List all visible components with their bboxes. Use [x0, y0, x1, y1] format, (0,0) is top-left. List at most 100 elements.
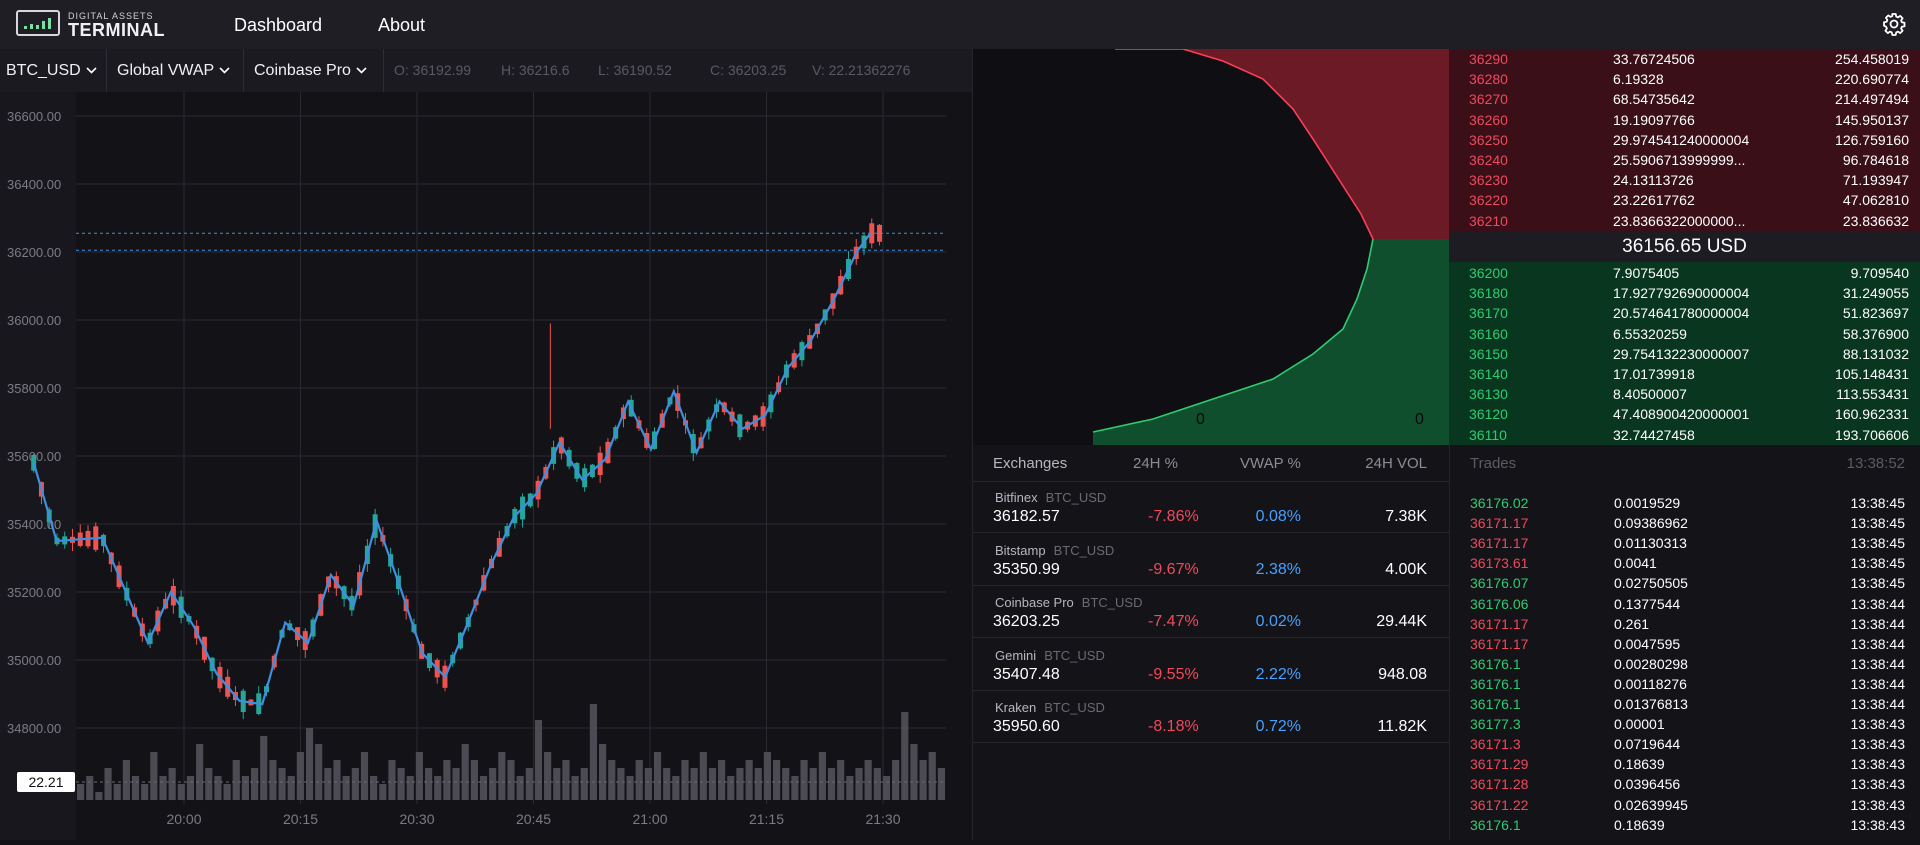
ask-row[interactable]: 36220 23.22617762 47.062810: [1449, 190, 1920, 210]
app-logo[interactable]: DIGITAL ASSETS TERMINAL: [16, 9, 171, 41]
volume-bar: [736, 768, 744, 800]
pair-select[interactable]: BTC_USD: [0, 49, 107, 92]
ohlc-open: O: 36192.99: [394, 62, 472, 78]
trade-price: 36176.07: [1470, 575, 1529, 592]
source-select[interactable]: Global VWAP: [107, 49, 244, 92]
bid-row[interactable]: 36140 17.01739918 105.148431: [1449, 364, 1920, 384]
exchange-24h-change: -7.47%: [1148, 613, 1199, 630]
volume-bar: [718, 760, 726, 800]
bid-total: 9.709540: [1850, 265, 1909, 281]
exchange-name: Kraken: [995, 700, 1037, 715]
col-vwap[interactable]: VWAP %: [1240, 455, 1301, 472]
exchange-row[interactable]: Gemini BTC_USD 35407.48 -9.55% 2.22% 948.08: [973, 639, 1449, 691]
col-24h-change[interactable]: 24H %: [1133, 455, 1179, 472]
exchange-row[interactable]: Kraken BTC_USD 35950.60 -8.18% 0.72% 11.82K: [973, 691, 1449, 743]
exchange-row[interactable]: Bitfinex BTC_USD 36182.57 -7.86% 0.08% 7.38K: [973, 481, 1449, 533]
volume-bar: [855, 768, 863, 800]
volume-bar: [425, 768, 433, 800]
x-tick-label: 21:15: [749, 811, 784, 827]
volume-bar: [315, 744, 323, 800]
trade-price: 36176.02: [1470, 495, 1529, 511]
exchange-vwap-pct: 0.08%: [1255, 508, 1301, 525]
exchange-name-line: Kraken BTC_USD: [995, 700, 1105, 715]
volume-bar: [443, 760, 451, 800]
exchange-price: 36203.25: [993, 613, 1060, 630]
trades-header: Trades 13:38:52: [1450, 445, 1920, 481]
ask-row[interactable]: 36260 19.19097766 145.950137: [1449, 110, 1920, 130]
bid-size: 6.55320259: [1613, 325, 1687, 342]
trade-row: 36176.02 0.0019529 13:38:45: [1450, 493, 1920, 513]
volume-bar: [791, 776, 799, 800]
ohlc-high: H: 36216.6: [501, 62, 570, 78]
volume-bar: [168, 768, 176, 800]
candle: [869, 218, 875, 249]
exchange-select[interactable]: Coinbase Pro: [244, 49, 384, 92]
price-chart[interactable]: 36600.00 36400.00 36200.00 36000.00 35800.00…: [0, 92, 972, 840]
ask-row[interactable]: 36270 68.54735642 214.497494: [1449, 89, 1920, 109]
trade-row: 36176.1 0.01376813 13:38:44: [1450, 694, 1920, 714]
ask-row[interactable]: 36240 25.5906713999999... 96.784618: [1449, 150, 1920, 170]
trade-time: 13:38:45: [1850, 555, 1906, 572]
bid-row[interactable]: 36110 32.74427458 193.706606: [1449, 425, 1920, 445]
trade-size: 0.00280298: [1614, 655, 1688, 672]
trade-price: 36176.1: [1470, 675, 1521, 692]
exchange-name-line: Bitstamp BTC_USD: [995, 543, 1114, 558]
trade-size: 0.09386962: [1614, 515, 1688, 532]
trade-size: 0.0019529: [1614, 495, 1681, 511]
trade-time: 13:38:45: [1850, 515, 1906, 532]
ask-total: 254.458019: [1835, 51, 1909, 67]
exchange-24h-change: -7.86%: [1148, 508, 1199, 525]
bid-row[interactable]: 36170 20.574641780000004 51.823697: [1449, 303, 1920, 323]
trade-time: 13:38:45: [1850, 495, 1906, 511]
ask-price: 36210: [1469, 212, 1508, 229]
bid-price: 36180: [1469, 285, 1508, 302]
volume-bar: [196, 744, 204, 800]
candlestick-chart[interactable]: 36600.00 36400.00 36200.00 36000.00 35800.00…: [0, 92, 972, 840]
bid-total: 193.706606: [1835, 426, 1909, 443]
nav-dashboard[interactable]: Dashboard: [234, 15, 323, 35]
ask-row[interactable]: 36290 33.76724506 254.458019: [1449, 49, 1920, 69]
y-tick-label: 34800.00: [7, 721, 61, 736]
col-exchanges[interactable]: Exchanges: [993, 455, 1068, 472]
exchange-row[interactable]: Coinbase Pro BTC_USD 36203.25 -7.47% 0.02% 29…: [973, 586, 1449, 638]
ask-size: 24.13113726: [1613, 172, 1694, 189]
ask-size: 33.76724506: [1613, 51, 1695, 67]
exchange-pair: BTC_USD: [1044, 700, 1105, 715]
exchange-vwap-pct: 2.38%: [1255, 560, 1301, 578]
nav-about[interactable]: About: [378, 15, 426, 35]
trades-clock: 13:38:52: [1846, 455, 1905, 472]
bid-row[interactable]: 36200 7.9075405 9.709540: [1449, 263, 1920, 283]
col-24h-vol[interactable]: 24H VOL: [1365, 455, 1427, 472]
ask-row[interactable]: 36230 24.13113726 71.193947: [1449, 170, 1920, 190]
volume-bar: [727, 776, 735, 800]
settings-gear-icon[interactable]: [1882, 12, 1906, 36]
bid-row[interactable]: 36160 6.55320259 58.376900: [1449, 324, 1920, 344]
volume-bar: [379, 784, 387, 800]
ask-size: 25.5906713999999...: [1613, 152, 1746, 168]
bid-size: 7.9075405: [1613, 265, 1680, 281]
bid-total: 88.131032: [1842, 345, 1909, 362]
bid-row[interactable]: 36180 17.927792690000004 31.249055: [1449, 283, 1920, 303]
volume-bar: [928, 752, 936, 800]
bid-row[interactable]: 36150 29.754132230000007 88.131032: [1449, 344, 1920, 364]
ask-total: 23.836632: [1842, 212, 1909, 229]
volume-bar: [699, 752, 707, 800]
order-book: 36290 33.76724506 254.458019 36280 6.19328 22…: [1449, 49, 1920, 445]
ask-row[interactable]: 36210 23.8366322000000... 23.836632: [1449, 211, 1920, 231]
exchange-row[interactable]: Bitstamp BTC_USD 35350.99 -9.67% 2.38% 4.00K: [973, 534, 1449, 586]
trade-time: 13:38:44: [1850, 595, 1906, 612]
trade-price: 36176.1: [1470, 696, 1521, 712]
volume-bar: [882, 776, 891, 800]
ask-row[interactable]: 36280 6.19328 220.690774: [1449, 69, 1920, 89]
bid-row[interactable]: 36120 47.408900420000001 160.962331: [1449, 404, 1920, 424]
ask-size: 19.19097766: [1613, 111, 1695, 128]
exchange-vwap-pct: 0.02%: [1255, 613, 1301, 630]
volume-bar: [205, 768, 213, 800]
bid-row[interactable]: 36130 8.40500007 113.553431: [1449, 384, 1920, 404]
y-tick-label: 36400.00: [7, 177, 61, 192]
ask-row[interactable]: 36250 29.974541240000004 126.759160: [1449, 130, 1920, 150]
volume-value-label: 22.21: [28, 774, 63, 790]
ask-price: 36290: [1469, 51, 1508, 67]
trade-size: 0.18639: [1614, 756, 1665, 773]
bid-total: 105.148431: [1835, 366, 1909, 382]
